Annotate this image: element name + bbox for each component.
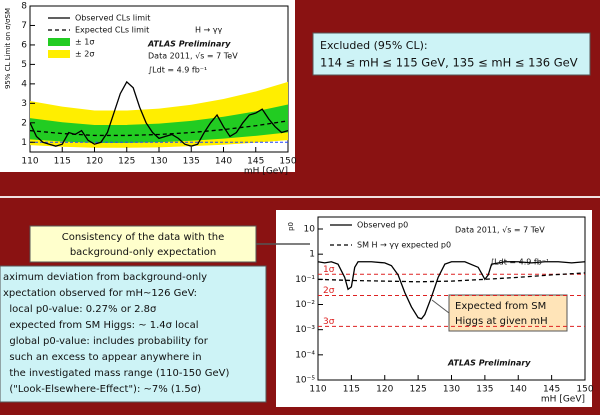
annotation: H → γγ [195,26,223,35]
annotation: Data 2011, √s = 7 TeV [148,52,238,61]
y-tick-label: 1 [309,250,315,260]
y-tick-label: 10⁻² [295,300,315,310]
box-text: 114 ≤ mH ≤ 115 GeV, 135 ≤ mH ≤ 136 GeV [320,56,578,70]
annotation: ∫Ldt = 4.9 fb⁻¹ [148,66,207,75]
y-label: p0 [287,222,295,231]
box-bg [448,294,568,332]
box-line: the investigated mass range (110-150 GeV… [3,368,229,379]
annotation: ATLAS Preliminary [147,40,231,49]
series-line [29,120,289,137]
box-bg [29,225,257,263]
box-line: Higgs at given mH [455,316,548,327]
x-tick-label: 120 [86,157,103,167]
series-line [317,272,586,283]
annotation: Data 2011, √s = 7 TeV [455,226,545,235]
legend-label: SM H → γγ expected p0 [357,241,451,250]
box-line: global p0-value: includes probability fo… [3,336,209,347]
x-tick-label: 150 [576,385,593,395]
sigma-label: 3σ [323,317,335,327]
legend-swatch [48,50,70,58]
legend-label: ± 1σ [75,38,94,47]
x-label: mH [GeV] [244,167,288,177]
x-tick-label: 135 [183,157,200,167]
y-tick-label: 8 [21,2,27,12]
box-line: expected from SM Higgs: ~ 1.4σ local [3,320,198,331]
box-bg [312,32,591,76]
y-tick-label: 10⁻³ [295,325,315,335]
legend-label: Observed CLs limit [75,14,150,23]
x-tick-label: 130 [443,385,460,395]
x-tick-label: 130 [150,157,167,167]
y-tick-label: 10 [304,225,316,235]
legend-label: ± 2σ [75,50,94,59]
legend-label: Observed p0 [357,221,408,230]
sigma-label: 2σ [323,286,335,296]
x-tick-label: 135 [476,385,493,395]
deviation-box: aximum deviation from background-only xpe… [0,265,267,403]
y-tick-label: 10⁻⁵ [295,376,315,386]
x-tick-label: 140 [510,385,527,395]
legend-swatch [48,38,70,46]
x-tick-label: 145 [247,157,264,167]
y-tick-label: 4 [21,79,27,89]
x-tick-label: 115 [343,385,360,395]
arrow [431,299,450,314]
y-tick-label: 2 [21,118,27,128]
annotation: ∫Ldt = 4.9 fb⁻¹ [490,258,549,267]
y-tick-label: 7 [21,21,27,31]
band [30,104,288,143]
x-tick-label: 110 [309,385,326,395]
y-label: 95% CL Limit on σ/σSM [4,8,12,89]
y-tick-label: 6 [21,40,27,50]
box-line: background-only expectation [70,247,216,258]
annotation: ATLAS Preliminary [447,359,531,368]
sigma-label: 1σ [323,265,335,275]
legend-label: Expected CLs limit [75,26,149,35]
excluded-box: Excluded (95% CL): 114 ≤ mH ≤ 115 GeV, 1… [312,32,591,76]
x-tick-label: 125 [118,157,135,167]
x-label: mH [GeV] [541,395,585,405]
box-bg [0,265,267,403]
series-line [317,261,586,320]
x-tick-label: 115 [54,157,71,167]
box-line: Consistency of the data with the [62,232,225,243]
y-tick-label: 5 [21,60,27,70]
x-tick-label: 110 [21,157,38,167]
y-tick-label: 10⁻⁴ [295,350,315,360]
box-line: Expected from SM [455,301,546,312]
x-tick-label: 120 [376,385,393,395]
box-line: aximum deviation from background-only [3,272,207,283]
box-line: such an excess to appear anywhere in [3,352,202,363]
x-tick-label: 140 [215,157,232,167]
consistency-box: Consistency of the data with the backgro… [29,225,310,263]
x-tick-label: 145 [543,385,560,395]
y-tick-label: 10⁻¹ [295,275,315,285]
x-tick-label: 125 [410,385,427,395]
y-tick-label: 3 [21,99,27,109]
box-line: xpectation observed for mH~126 GeV: [3,288,197,299]
box-title: Excluded (95% CL): [320,39,428,52]
box-line: local p0-value: 0.27% or 2.8σ [3,304,157,315]
x-tick-label: 150 [279,157,296,167]
y-tick-label: 1 [21,138,27,148]
expected-box: Expected from SM Higgs at given mH [431,294,568,332]
box-line: ("Look-Elsewhere-Effect"): ~7% (1.5σ) [3,384,201,395]
